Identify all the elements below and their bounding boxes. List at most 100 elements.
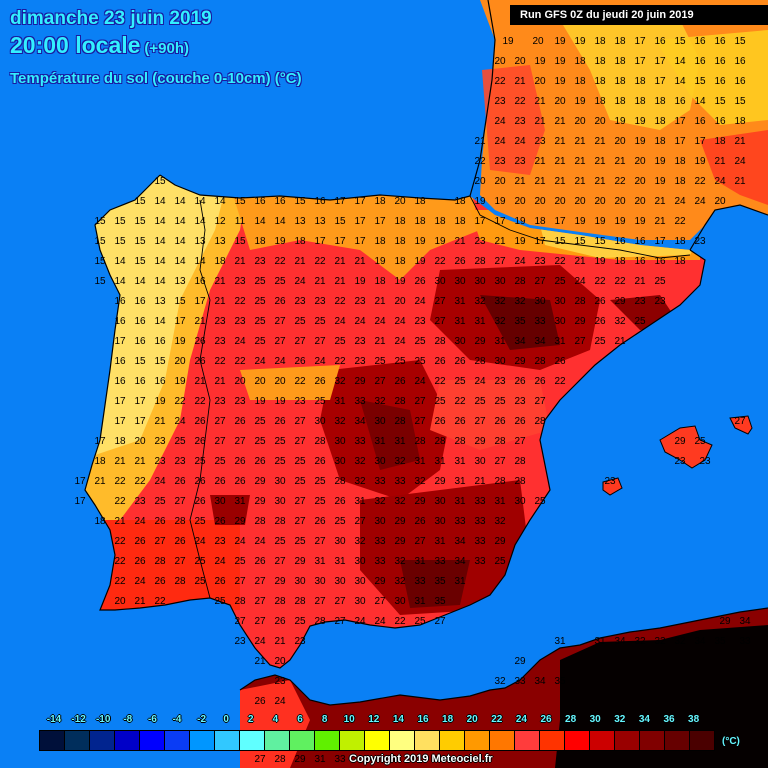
temperature-value: 29 [719,616,731,627]
temperature-value: 31 [454,456,466,467]
temperature-value: 25 [254,436,266,447]
temperature-value: 26 [254,456,266,467]
temperature-value: 27 [254,754,266,765]
temperature-value: 14 [134,276,146,287]
temperature-value: 27 [534,276,546,287]
temperature-value: 17 [134,416,146,427]
temperature-value: 18 [594,76,606,87]
temperature-value: 22 [334,296,346,307]
temperature-value: 22 [114,496,126,507]
temperature-value: 22 [474,156,486,167]
temperature-value: 28 [574,296,586,307]
temperature-value: 32 [414,476,426,487]
temperature-value: 25 [294,316,306,327]
temperature-value: 25 [554,276,566,287]
temperature-value: 32 [354,476,366,487]
temperature-value: 32 [654,636,666,647]
temperature-value: 18 [94,516,106,527]
temperature-value: 17 [114,396,126,407]
temperature-value: 11 [234,216,246,227]
temperature-value: 29 [394,516,406,527]
temperature-value: 33 [474,536,486,547]
legend-swatch [240,731,265,750]
legend-tick-label: 20 [466,714,478,725]
temperature-value: 19 [254,396,266,407]
temperature-value: 23 [354,336,366,347]
temperature-value: 35 [434,596,446,607]
temperature-value: 30 [334,456,346,467]
temperature-value: 18 [414,216,426,227]
coastlines [84,0,768,706]
temperature-value: 32 [394,556,406,567]
legend-tick-label: 6 [297,714,303,725]
temperature-value: 17 [94,436,106,447]
temperature-value: 23 [654,296,666,307]
temperature-value: 24 [234,536,246,547]
temperature-value: 15 [594,236,606,247]
temperature-value: 23 [494,156,506,167]
temperature-value: 15 [334,216,346,227]
temperature-value: 20 [514,56,526,67]
temperature-value: 21 [574,136,586,147]
temperature-value: 29 [434,476,446,487]
temperature-value: 26 [194,436,206,447]
temperature-value: 16 [134,296,146,307]
temperature-value: 24 [154,476,166,487]
model-run-info: Run GFS 0Z du jeudi 20 juin 2019 [510,5,768,25]
temperature-value: 27 [294,416,306,427]
temperature-value: 29 [494,536,506,547]
temperature-value: 18 [394,236,406,247]
temperature-value: 28 [494,436,506,447]
temperature-value: 25 [254,276,266,287]
temperature-value: 22 [434,256,446,267]
temperature-value: 21 [294,256,306,267]
temperature-value: 24 [174,416,186,427]
temperature-value: 23 [234,276,246,287]
temperature-value: 24 [354,616,366,627]
temperature-value: 30 [354,556,366,567]
temperature-value: 20 [174,356,186,367]
temperature-value: 33 [474,516,486,527]
temperature-value: 25 [254,336,266,347]
temperature-value: 15 [154,356,166,367]
temperature-value: 12 [214,216,226,227]
temperature-value: 18 [574,56,586,67]
legend-tick-label: 26 [540,714,552,725]
temperature-value: 21 [534,156,546,167]
temperature-value: 26 [414,276,426,287]
temperature-value: 34 [694,636,706,647]
iberia-land [85,175,705,668]
temperature-value: 22 [674,216,686,227]
temperature-value: 30 [394,596,406,607]
temperature-value: 28 [394,416,406,427]
legend-tick-label: 24 [515,714,527,725]
temperature-value: 27 [234,616,246,627]
temperature-value: 28 [534,416,546,427]
temperature-value: 24 [274,696,286,707]
temperature-value: 27 [434,296,446,307]
temperature-value: 19 [394,276,406,287]
temperature-value: 29 [294,754,306,765]
legend-swatch [340,731,365,750]
temperature-value: 19 [694,156,706,167]
legend-swatch [315,731,340,750]
temperature-value: 22 [234,296,246,307]
temperature-value: 22 [114,476,126,487]
temperature-value: 26 [154,576,166,587]
temperature-value: 25 [374,356,386,367]
temperature-value: 18 [734,116,746,127]
temperature-value: 32 [494,296,506,307]
temperature-value: 29 [374,576,386,587]
legend-tick-label: -8 [123,714,133,725]
temperature-value: 21 [514,176,526,187]
legend-swatch [565,731,590,750]
temperature-value: 13 [294,216,306,227]
temperature-value: 19 [554,36,566,47]
temperature-value: 25 [314,316,326,327]
temperature-value: 24 [254,536,266,547]
temperature-value: 20 [614,136,626,147]
temperature-value: 34 [454,556,466,567]
country-borders [189,195,691,599]
legend-swatch [490,731,515,750]
temperature-value: 21 [274,636,286,647]
